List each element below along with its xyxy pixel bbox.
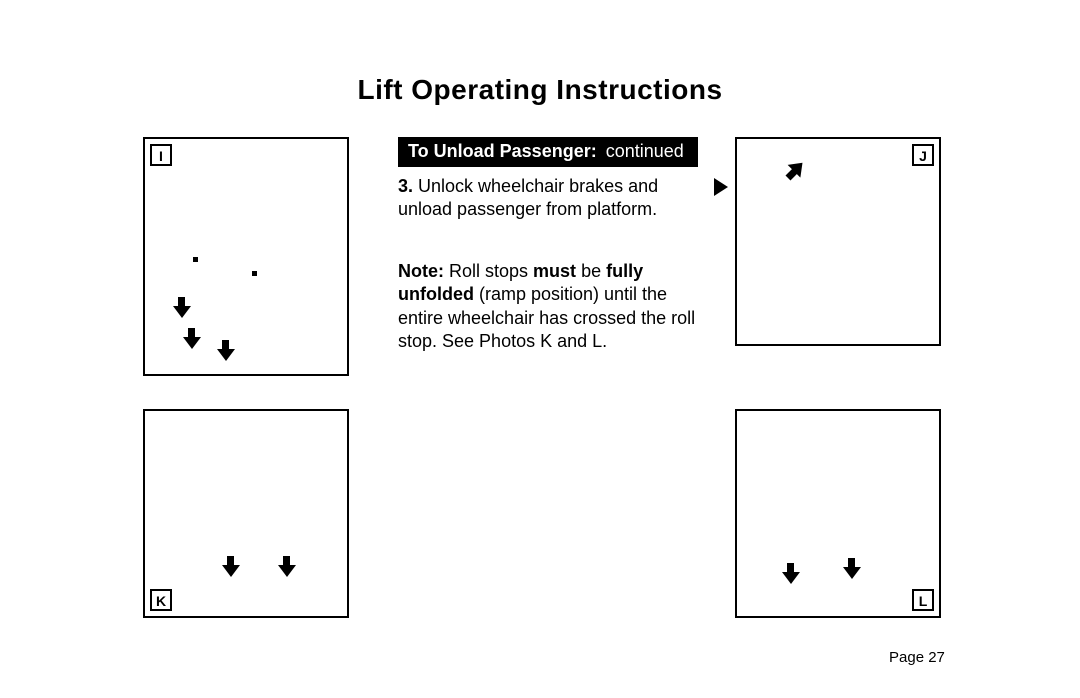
panel-label-L: L — [912, 589, 934, 611]
note-b1: must — [533, 261, 576, 281]
panel-label-I: I — [150, 144, 172, 166]
note-t1: Roll stops — [444, 261, 533, 281]
panel-label-K: K — [150, 589, 172, 611]
manual-page: Lift Operating Instructions I J K L To U… — [0, 0, 1080, 698]
note-prefix: Note: — [398, 261, 444, 281]
pointer-icon — [714, 178, 728, 196]
section-banner: To Unload Passenger: continued — [398, 137, 698, 167]
banner-title: To Unload Passenger: — [408, 141, 597, 161]
page-number: Page 27 — [889, 649, 945, 666]
marker-icon — [252, 271, 257, 276]
photo-panel-J — [735, 137, 941, 346]
photo-panel-L — [735, 409, 941, 618]
step-3: 3. Unlock wheelchair brakes and unload p… — [398, 175, 708, 222]
page-title: Lift Operating Instructions — [0, 74, 1080, 106]
step-text: Unlock wheelchair brakes and unload pass… — [398, 176, 658, 219]
photo-panel-I — [143, 137, 349, 376]
note-block: Note: Roll stops must be fully unfolded … — [398, 260, 708, 354]
note-t2: be — [576, 261, 606, 281]
photo-panel-K — [143, 409, 349, 618]
panel-label-J: J — [912, 144, 934, 166]
step-number: 3. — [398, 176, 413, 196]
marker-icon — [193, 257, 198, 262]
banner-subtitle: continued — [606, 141, 684, 161]
